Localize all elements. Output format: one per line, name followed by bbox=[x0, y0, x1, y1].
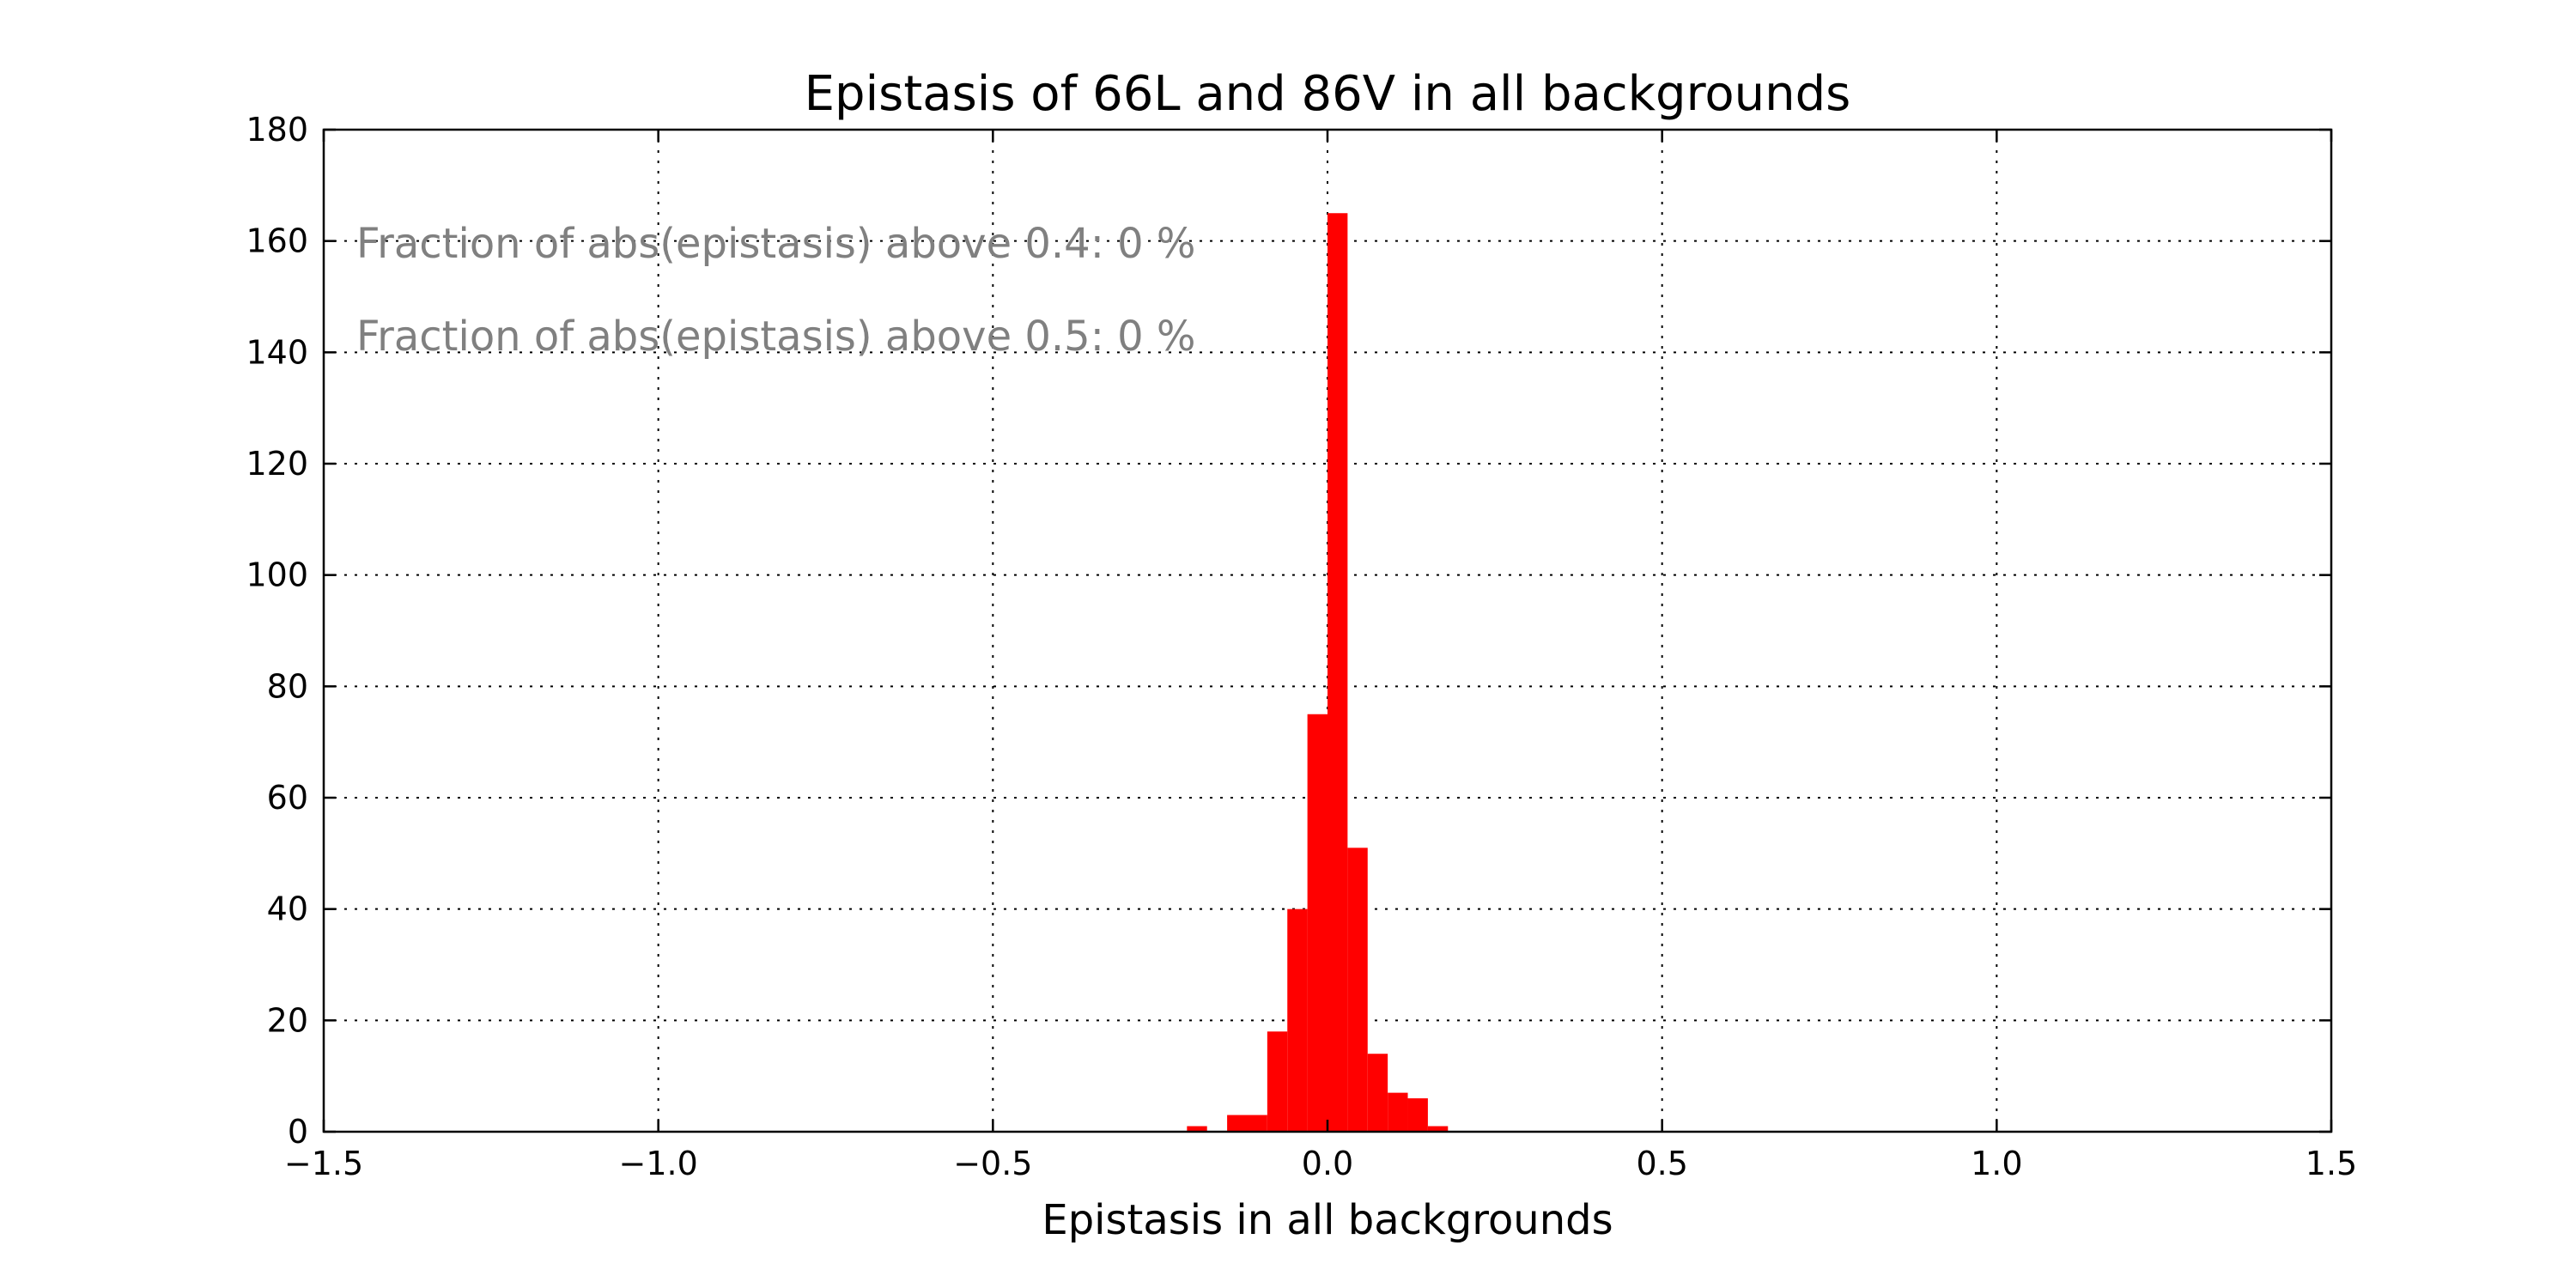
y-tick-label-4: 80 bbox=[267, 667, 308, 705]
axis-ticks: −1.5 −1.0 −0.5 0.0 0.5 1.0 1.5 0 20 40 60 80 100 120 1… bbox=[246, 111, 2357, 1182]
y-tick-label-5: 100 bbox=[246, 556, 308, 594]
x-tick-label-1: −1.0 bbox=[619, 1145, 698, 1182]
bar-4 bbox=[1307, 714, 1327, 1132]
y-tick-label-7: 140 bbox=[246, 333, 308, 371]
x-tick-label-2: −0.5 bbox=[953, 1145, 1032, 1182]
bar-0 bbox=[1187, 1126, 1207, 1132]
bar-9 bbox=[1407, 1098, 1428, 1132]
y-tick-label-9: 180 bbox=[246, 111, 308, 149]
x-tick-label-3: 0.0 bbox=[1302, 1145, 1353, 1182]
x-tick-label-4: 0.5 bbox=[1636, 1145, 1687, 1182]
y-tick-label-1: 20 bbox=[267, 1001, 308, 1039]
y-tick-label-8: 160 bbox=[246, 222, 308, 260]
x-tick-label-6: 1.5 bbox=[2306, 1145, 2357, 1182]
bar-7 bbox=[1367, 1054, 1388, 1132]
x-tick-label-5: 1.0 bbox=[1971, 1145, 2022, 1182]
y-tick-label-3: 60 bbox=[267, 779, 308, 817]
bar-6 bbox=[1347, 848, 1368, 1132]
bar-10 bbox=[1427, 1126, 1449, 1132]
x-axis-label: Epistasis in all backgrounds bbox=[1042, 1196, 1613, 1244]
bar-2 bbox=[1267, 1031, 1288, 1132]
bar-8 bbox=[1388, 1092, 1408, 1132]
annotations: Fraction of abs(epistasis) above 0.4: 0 … bbox=[356, 220, 1196, 361]
annotation-1: Fraction of abs(epistasis) above 0.5: 0 … bbox=[356, 313, 1196, 361]
y-tick-label-6: 120 bbox=[246, 445, 308, 483]
x-tick-label-0: −1.5 bbox=[284, 1145, 363, 1182]
annotation-0: Fraction of abs(epistasis) above 0.4: 0 … bbox=[356, 220, 1196, 268]
chart-title: Epistasis of 66L and 86V in all backgrou… bbox=[805, 66, 1851, 122]
bar-3 bbox=[1287, 908, 1308, 1132]
bar-5 bbox=[1327, 213, 1348, 1132]
bar-1 bbox=[1227, 1115, 1267, 1132]
y-tick-label-2: 40 bbox=[267, 890, 308, 928]
histogram-bars bbox=[1187, 213, 1449, 1132]
y-tick-label-0: 0 bbox=[288, 1113, 308, 1151]
